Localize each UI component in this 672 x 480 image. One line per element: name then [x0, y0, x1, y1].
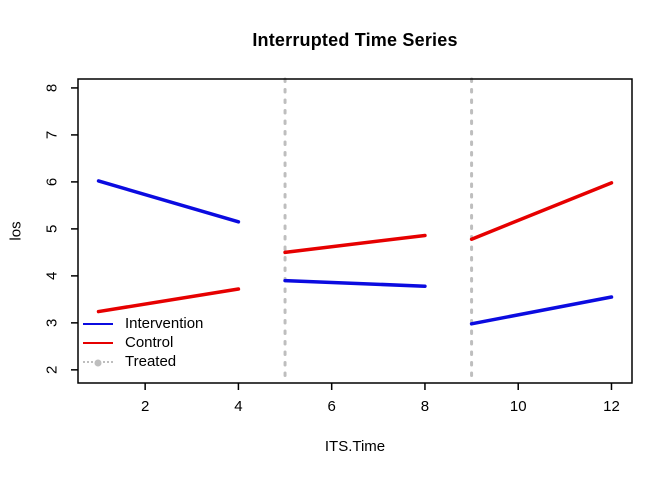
x-tick-label: 8: [421, 398, 429, 415]
series-segment: [469, 295, 614, 326]
x-tick-label: 12: [603, 398, 620, 415]
y-tick-label: 2: [43, 366, 60, 374]
series-segment: [96, 287, 241, 314]
treated-vlines: [283, 77, 474, 385]
y-axis: 2 3 4 5 6 7 8: [43, 84, 78, 374]
y-tick-label: 6: [43, 178, 60, 186]
y-tick-label: 8: [43, 84, 60, 92]
legend-label-intervention: Intervention: [125, 315, 204, 332]
legend-line-swatch-treated: [83, 359, 113, 366]
legend-line-swatch-intervention: [83, 322, 113, 325]
series-segment: [469, 181, 614, 241]
series-segment: [283, 278, 427, 288]
y-tick-label: 4: [43, 272, 60, 280]
plot-box: [77, 78, 633, 384]
legend: Intervention Control Treated: [83, 314, 203, 371]
legend-item-control: Control: [83, 333, 203, 352]
series-intervention: [96, 179, 614, 326]
series-segment: [96, 179, 241, 224]
x-axis: 2 4 6 8 10 12: [141, 383, 620, 415]
legend-item-intervention: Intervention: [83, 314, 203, 333]
x-tick-label: 4: [234, 398, 242, 415]
legend-marker-dot: [94, 359, 102, 366]
x-tick-label: 6: [328, 398, 336, 415]
x-tick-label: 10: [510, 398, 527, 415]
chart-title: Interrupted Time Series: [252, 30, 458, 50]
y-tick-label: 7: [43, 131, 60, 139]
x-axis-label: ITS.Time: [324, 438, 386, 455]
x-tick-label: 2: [141, 398, 149, 415]
legend-line-swatch-control: [83, 341, 113, 344]
series-control: [96, 181, 614, 314]
legend-label-control: Control: [125, 334, 174, 351]
legend-item-treated: Treated: [83, 352, 203, 371]
series-segment: [283, 233, 427, 255]
legend-label-treated: Treated: [125, 353, 177, 370]
y-tick-label: 5: [43, 225, 60, 233]
y-tick-label: 3: [43, 319, 60, 327]
